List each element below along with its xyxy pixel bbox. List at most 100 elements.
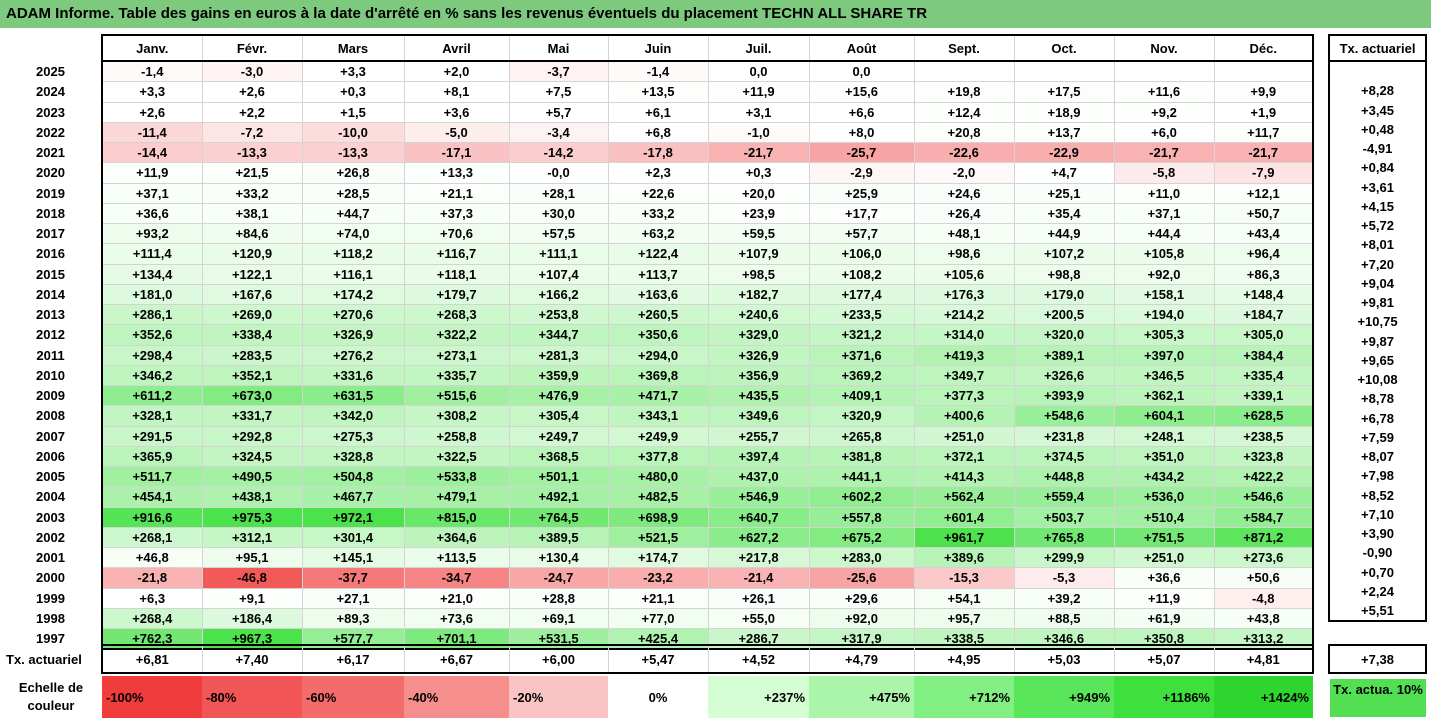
gain-cell: +105,8 [1113,243,1215,265]
gain-cell [1013,60,1115,83]
gain-cell: -0,0 [508,162,609,184]
gain-cell: +562,4 [913,486,1015,508]
gain-cell: -25,7 [808,141,915,164]
gain-cell: +511,7 [101,465,203,488]
gain-cell: +107,2 [1013,243,1115,265]
gain-cell: -2,0 [913,162,1015,184]
gain-cell: +33,2 [607,202,709,225]
gain-cell: -11,4 [101,121,203,144]
gain-cell: +11,0 [1113,182,1215,204]
gain-cell: +166,2 [508,283,609,306]
gain-cell: +74,0 [301,222,405,245]
scale-label: Echelle de couleur [18,680,84,713]
month-header: Avril [403,34,510,62]
month-header: Mars [301,34,405,62]
gain-cell: +37,1 [101,182,203,204]
tx-actuariel-value: +9,87 [1328,331,1427,351]
gain-cell: +352,6 [101,324,203,346]
gain-cell: -3,4 [508,121,609,144]
gain-cell: +33,2 [201,182,303,204]
gain-cell: +6,1 [607,101,709,123]
gain-cell: +321,2 [808,324,915,346]
gain-cell: +292,8 [201,425,303,447]
gain-cell: +28,5 [301,182,405,204]
gain-cell: +118,1 [403,263,510,285]
gain-cell: +328,8 [301,445,405,468]
gain-cell: +916,6 [101,506,203,528]
gain-cell: -13,3 [301,141,405,164]
tx-actuariel-column: Tx. actuariel +8,28 +3,45 +0,48 -4,91 +0,84 +3… [1328,34,1427,623]
gain-cell: +113,7 [607,263,709,285]
gain-cell: +26,4 [913,202,1015,225]
gain-cell: +521,5 [607,526,709,549]
gain-cell: +291,5 [101,425,203,447]
gain-cell: +323,8 [1213,445,1314,468]
gain-cell: +11,7 [1213,121,1314,144]
gain-cell: +480,0 [607,465,709,488]
table-row: 2013 +286,1 +269,0 +270,6 +268,3 +253,8 +260,5… [0,303,1314,326]
gain-cell: +30,0 [508,202,609,225]
gain-cell: +435,5 [707,384,810,407]
footer-value: +7,40 [201,644,303,674]
tx-actuariel-value: +8,01 [1328,235,1427,255]
gain-cell: +374,5 [1013,445,1115,468]
gain-cell: +397,0 [1113,344,1215,366]
gain-cell: +3,1 [707,101,810,123]
gain-cell: +975,3 [201,506,303,528]
gain-cell: +186,4 [201,607,303,630]
gain-cell: +6,6 [808,101,915,123]
gain-cell: +0,3 [301,81,405,103]
gain-cell: +492,1 [508,486,609,508]
gain-cell: +604,1 [1113,405,1215,427]
gain-cell: +286,1 [101,303,203,326]
table-row: 2004 +454,1 +438,1 +467,7 +479,1 +492,1 +482,5… [0,486,1314,508]
gain-cell: +331,7 [201,405,303,427]
gain-cell: +9,9 [1213,81,1314,103]
gain-cell: +5,7 [508,101,609,123]
scale-swatch: -20% [509,676,608,718]
gain-cell: +55,0 [707,607,810,630]
gain-cell: +9,1 [201,587,303,609]
gain-cell: +95,1 [201,546,303,569]
gain-cell: +397,4 [707,445,810,468]
gain-cell: +43,8 [1213,607,1314,630]
gain-cell: +258,8 [403,425,510,447]
gain-cell: +12,4 [913,101,1015,123]
gain-cell: -21,8 [101,567,203,589]
gain-cell: +479,1 [403,486,510,508]
month-header: Janv. [101,34,203,62]
gain-cell: +22,6 [607,182,709,204]
tx-actuariel-value: +8,28 [1328,81,1427,101]
gains-table: Janv. Févr. Mars Avril Mai Juin Juil. Août Sept.… [0,34,1314,651]
year-label: 1997 [36,631,65,647]
gain-cell: +326,9 [301,324,405,346]
table-row: 2005 +511,7 +490,5 +504,8 +533,8 +501,1 +480,0… [0,465,1314,488]
gain-cell: +255,7 [707,425,810,447]
tx-actuariel-value: +7,20 [1328,254,1427,274]
tx-actuariel-value: +7,10 [1328,504,1427,524]
gain-cell: +25,9 [808,182,915,204]
gain-cell: +308,2 [403,405,510,427]
gain-cell: +871,2 [1213,526,1314,549]
header-corner [0,35,102,61]
month-header: Févr. [201,34,303,62]
gain-cell: +113,5 [403,546,510,569]
gain-cell: +158,1 [1113,283,1215,306]
gain-cell: +116,7 [403,243,510,265]
table-row: 2006 +365,9 +324,5 +328,8 +322,5 +368,5 +377,8… [0,445,1314,468]
gain-cell: 0,0 [707,60,810,83]
gain-cell: +9,2 [1113,101,1215,123]
gain-cell: +548,6 [1013,405,1115,427]
gain-cell: +194,0 [1113,303,1215,326]
table-row: 2003 +916,6 +975,3 +972,1 +815,0 +764,5 +698,9… [0,506,1314,528]
gain-cell: +50,7 [1213,202,1314,225]
year-label: 2024 [36,84,65,100]
gain-cell: -1,0 [707,121,810,144]
gain-cell: +182,7 [707,283,810,306]
year-label: 2014 [36,286,65,302]
table-row: 2002 +268,1 +312,1 +301,4 +364,6 +389,5 +521,5… [0,526,1314,549]
gain-cell: +698,9 [607,506,709,528]
scale-swatch: +949% [1014,676,1114,718]
gain-cell: +249,9 [607,425,709,447]
gain-cell: +270,6 [301,303,405,326]
